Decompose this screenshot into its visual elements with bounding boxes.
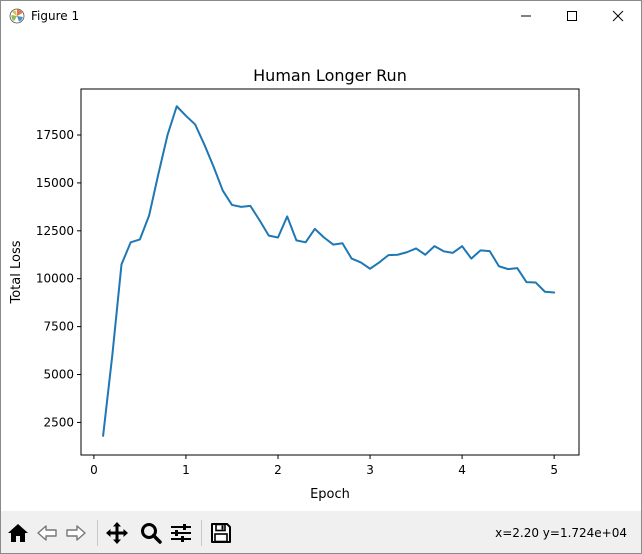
y-axis-label: Total Loss	[9, 240, 24, 304]
home-button[interactable]	[5, 519, 31, 547]
y-tick-label: 15000	[36, 176, 74, 190]
y-tick-label: 7500	[43, 320, 74, 334]
arrow-left-icon	[37, 525, 57, 541]
plot-frame	[80, 88, 580, 456]
x-tick-label: 3	[366, 463, 374, 477]
y-tick-label: 5000	[43, 368, 74, 382]
x-axis-label: Epoch	[310, 487, 350, 502]
sliders-icon	[171, 524, 191, 542]
minimize-button[interactable]	[503, 1, 549, 31]
y-tick-label: 12500	[36, 224, 74, 238]
toolbar-separator	[201, 520, 202, 546]
x-tick-label: 1	[182, 463, 190, 477]
window-title: Figure 1	[31, 9, 80, 23]
x-axis-ticks: 0 1 2 3 4 5	[90, 455, 558, 477]
navigation-toolbar: x=2.20 y=1.724e+04	[1, 511, 641, 553]
x-tick-label: 2	[274, 463, 282, 477]
y-axis-ticks: 2500 5000 7500 10000 12500 15000 17500	[36, 128, 81, 429]
pan-button[interactable]	[104, 519, 130, 547]
x-tick-label: 4	[458, 463, 466, 477]
line-chart: Human Longer Run 0 1 2 3 4 5 2500 5000 7500 1000…	[9, 66, 580, 502]
close-icon	[612, 10, 624, 22]
title-bar[interactable]: Figure 1	[1, 1, 641, 31]
zoom-button[interactable]	[138, 519, 164, 547]
move-icon	[106, 522, 128, 544]
save-button[interactable]	[208, 519, 234, 547]
configure-subplots-button[interactable]	[168, 519, 194, 547]
chart-title: Human Longer Run	[253, 66, 407, 85]
cursor-coordinates: x=2.20 y=1.724e+04	[495, 526, 627, 540]
x-tick-label: 0	[90, 463, 98, 477]
home-icon	[8, 524, 28, 542]
forward-button[interactable]	[63, 519, 89, 547]
y-tick-label: 2500	[43, 415, 74, 429]
y-tick-label: 10000	[36, 272, 74, 286]
maximize-icon	[567, 11, 577, 21]
back-button[interactable]	[34, 519, 60, 547]
series-line	[102, 105, 556, 437]
matplotlib-logo-icon	[9, 8, 25, 24]
magnifier-icon	[141, 523, 162, 544]
minimize-icon	[521, 15, 531, 17]
x-tick-label: 5	[550, 463, 558, 477]
figure-canvas[interactable]: Human Longer Run 0 1 2 3 4 5 2500 5000 7500 1000…	[1, 31, 641, 511]
close-button[interactable]	[595, 1, 641, 31]
toolbar-separator	[97, 520, 98, 546]
floppy-disk-icon	[211, 523, 231, 543]
y-tick-label: 17500	[36, 128, 74, 142]
arrow-right-icon	[66, 525, 86, 541]
maximize-button[interactable]	[549, 1, 595, 31]
